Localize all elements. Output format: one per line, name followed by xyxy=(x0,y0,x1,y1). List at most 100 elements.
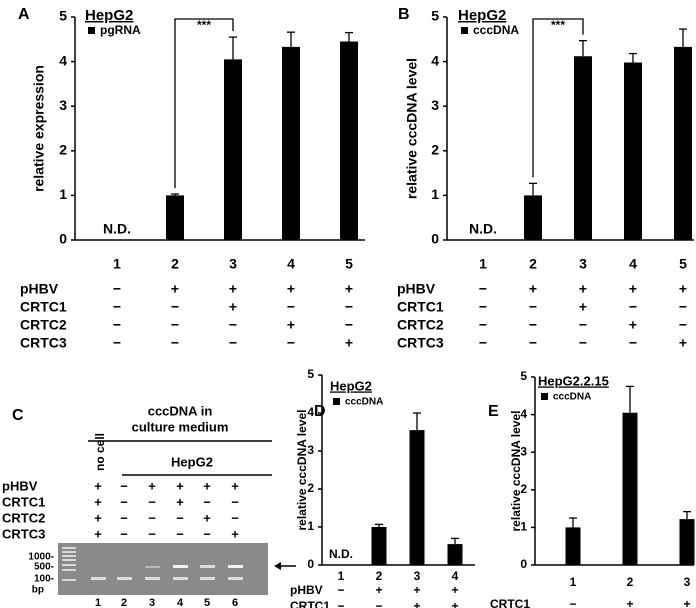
y-tick-label: 1 xyxy=(520,520,527,534)
panel-label: D xyxy=(314,403,326,420)
chart-title: HepG2 xyxy=(458,7,506,24)
x-tick-label: 4 xyxy=(287,256,295,272)
annotation: N.D. xyxy=(329,547,353,561)
bar xyxy=(409,430,425,565)
condition-value: − xyxy=(345,317,353,333)
condition-value: + xyxy=(231,478,239,493)
y-axis-label: relative cccDNA level xyxy=(295,410,309,531)
y-tick-label: 0 xyxy=(59,231,67,247)
band xyxy=(117,577,132,580)
ladder-band xyxy=(62,547,76,549)
error-bar xyxy=(629,52,637,63)
band xyxy=(145,566,160,568)
significance-bracket xyxy=(532,18,584,178)
group-label: HepG2 xyxy=(171,454,213,469)
bar xyxy=(371,527,387,565)
lane-label: 3 xyxy=(149,597,155,608)
condition-value: + xyxy=(375,583,382,597)
bar xyxy=(565,527,581,565)
condition-value: + xyxy=(229,299,237,315)
y-axis-label: relative expression xyxy=(31,65,47,192)
condition-label: pHBV xyxy=(2,478,38,493)
condition-value: + xyxy=(229,281,237,297)
condition-value: − xyxy=(113,335,121,351)
error-bar xyxy=(626,385,634,413)
condition-value: − xyxy=(287,335,295,351)
legend-label: cccDNA xyxy=(553,392,591,403)
condition-value: − xyxy=(176,510,184,525)
condition-value: − xyxy=(113,317,121,333)
condition-value: − xyxy=(679,317,687,333)
y-tick-label: 0 xyxy=(431,231,439,247)
marker-label: 1000- xyxy=(28,552,54,563)
legend-swatch xyxy=(88,27,95,34)
error-bar xyxy=(229,36,237,60)
x-tick-label: 1 xyxy=(113,256,121,272)
legend-label: cccDNA xyxy=(473,23,519,37)
condition-value: + xyxy=(287,317,295,333)
condition-value: − xyxy=(229,317,237,333)
condition-label: CRTC2 xyxy=(20,317,67,333)
condition-value: + xyxy=(148,478,156,493)
marker-label: 100- xyxy=(34,574,54,585)
ladder-band xyxy=(62,555,76,557)
ladder-band xyxy=(62,579,76,581)
x-tick-label: 5 xyxy=(345,256,353,272)
condition-value: + xyxy=(203,510,211,525)
error-bar xyxy=(171,193,179,196)
band xyxy=(91,577,106,580)
lane-label: 4 xyxy=(177,597,184,608)
bar xyxy=(622,412,638,565)
condition-value: − xyxy=(176,526,184,541)
band xyxy=(228,565,243,568)
condition-value: + xyxy=(629,281,637,297)
condition-value: + xyxy=(231,526,239,541)
annotation: N.D. xyxy=(103,221,131,237)
condition-value: − xyxy=(529,299,537,315)
condition-label: pHBV xyxy=(290,583,323,597)
x-tick-label: 2 xyxy=(529,256,537,272)
x-tick-label: 2 xyxy=(376,569,383,583)
condition-label: pHBV xyxy=(20,281,59,297)
group-label: no cell xyxy=(93,433,107,471)
condition-value: + xyxy=(94,494,102,509)
lane-label: 5 xyxy=(204,597,210,608)
panel-label: E xyxy=(488,403,499,420)
condition-label: CRTC3 xyxy=(397,335,444,351)
condition-value: − xyxy=(120,526,128,541)
condition-value: + xyxy=(203,478,211,493)
bar xyxy=(679,519,695,565)
condition-label: CRTC1 xyxy=(20,299,67,315)
y-tick-label: 2 xyxy=(520,482,527,496)
y-tick-label: 0 xyxy=(520,557,527,571)
condition-value: − xyxy=(579,335,587,351)
condition-value: + xyxy=(176,494,184,509)
condition-value: − xyxy=(113,281,121,297)
condition-value: − xyxy=(479,335,487,351)
error-bar xyxy=(569,517,577,528)
condition-value: − xyxy=(629,299,637,315)
condition-value: + xyxy=(626,597,633,608)
x-tick-label: 3 xyxy=(229,256,237,272)
condition-value: + xyxy=(451,583,458,597)
lane-label: 6 xyxy=(232,597,238,608)
error-bar xyxy=(679,28,687,47)
band xyxy=(200,565,215,568)
condition-value: − xyxy=(679,299,687,315)
chart-title: HepG2 xyxy=(330,378,372,393)
condition-value: − xyxy=(345,299,353,315)
bar xyxy=(282,46,300,240)
condition-value: + xyxy=(679,335,687,351)
condition-label: CRTC3 xyxy=(20,335,67,351)
condition-value: + xyxy=(94,510,102,525)
condition-value: − xyxy=(203,494,211,509)
condition-value: + xyxy=(683,597,690,608)
panel-label: B xyxy=(398,6,410,23)
legend-swatch xyxy=(541,393,548,400)
condition-value: − xyxy=(171,335,179,351)
y-tick-label: 4 xyxy=(431,52,439,68)
x-tick-label: 4 xyxy=(452,569,459,583)
condition-label: CRTC1 xyxy=(2,494,45,509)
bar xyxy=(447,544,463,565)
